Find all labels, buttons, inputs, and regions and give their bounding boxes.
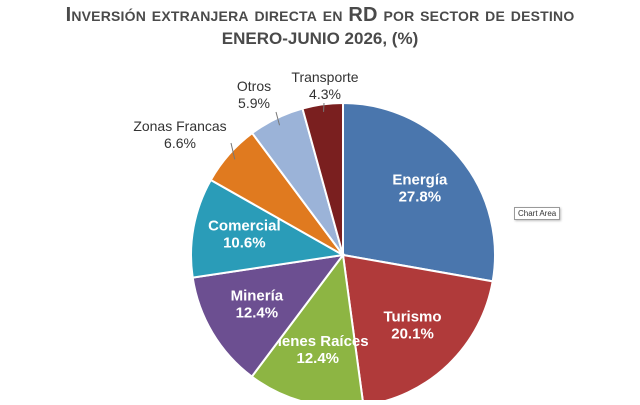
- slice-value-otros: 5.9%: [238, 95, 270, 111]
- slice-value-transporte: 4.3%: [309, 86, 341, 102]
- slice-value-bienes-raices: 12.4%: [296, 350, 339, 367]
- slice-label-mineria: Minería: [231, 287, 284, 304]
- slice-label-energia: Energía: [392, 172, 448, 189]
- slice-label-otros: Otros: [237, 78, 271, 94]
- slice-value-turismo: 20.1%: [391, 325, 434, 342]
- slice-value-energia: 27.8%: [399, 189, 442, 206]
- slice-label-transporte: Transporte: [291, 69, 358, 85]
- slice-value-zonas-francas: 6.6%: [164, 135, 196, 151]
- slice-label-comercial: Comercial: [208, 218, 281, 235]
- slice-label-turismo: Turismo: [384, 308, 442, 325]
- chart-area-tooltip: Chart Area: [514, 207, 560, 220]
- slice-label-zonas-francas: Zonas Francas: [133, 118, 226, 134]
- slice-value-mineria: 12.4%: [236, 304, 279, 321]
- slice-value-comercial: 10.6%: [223, 235, 266, 252]
